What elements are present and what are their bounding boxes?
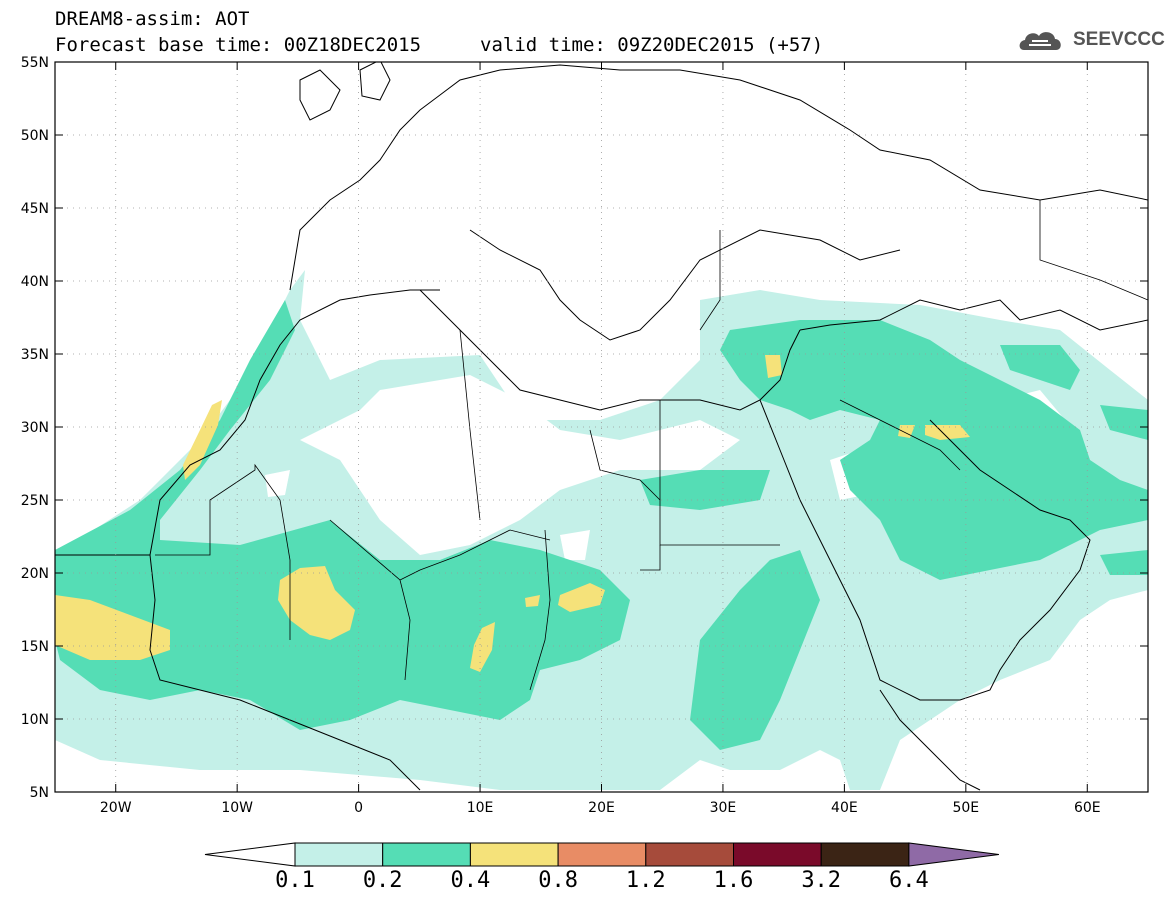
map-title: DREAM8-assim: AOT xyxy=(55,8,250,30)
lon-label: 10E xyxy=(467,800,494,816)
coastlines xyxy=(55,62,1148,791)
lat-label: 20N xyxy=(21,566,49,582)
lon-label: 60E xyxy=(1074,800,1101,816)
lon-label: 20E xyxy=(588,800,615,816)
axis-ticks xyxy=(55,61,1148,793)
lon-label: 30E xyxy=(710,800,737,816)
grid-lines xyxy=(55,62,1148,792)
longitude-labels: 20W 10W 0 10E 20E 30E 40E 50E 60E xyxy=(100,800,1101,816)
colorbar-low-triangle xyxy=(204,842,296,867)
colorbar-label: 6.4 xyxy=(889,868,929,893)
colorbar-box xyxy=(382,842,471,867)
aot-field xyxy=(55,270,1148,790)
colorbar-label: 0.2 xyxy=(362,868,403,893)
colorbar-high-triangle xyxy=(908,842,999,867)
latitude-labels: 55N 50N 45N 40N 35N 30N 25N 20N 15N 10N 5N xyxy=(21,55,49,801)
lon-label: 50E xyxy=(952,800,979,816)
colorbar-label: 3.2 xyxy=(801,868,842,893)
colorbar-box xyxy=(820,842,910,867)
colorbar-label: 0.4 xyxy=(450,868,491,893)
cloud-logo-icon xyxy=(1019,32,1061,50)
lat-label: 50N xyxy=(21,128,49,144)
lat-label: 30N xyxy=(21,420,49,436)
country-borders xyxy=(155,200,1148,691)
colorbar-label: 1.6 xyxy=(713,868,754,893)
colorbar-box xyxy=(733,842,822,867)
valid-time: valid time: 09Z20DEC2015 (+57) xyxy=(480,34,824,56)
colorbar-label: 0.1 xyxy=(275,868,315,893)
colorbar-label: 1.2 xyxy=(625,868,666,893)
colorbar-box xyxy=(645,842,734,867)
lat-label: 55N xyxy=(21,55,49,71)
forecast-base-time: Forecast base time: 00Z18DEC2015 xyxy=(55,34,422,56)
lat-label: 10N xyxy=(21,712,49,728)
lon-label: 40E xyxy=(831,800,858,816)
logo-text: SEEVCCC xyxy=(1073,29,1165,50)
lat-label: 40N xyxy=(21,274,49,290)
colorbar-box xyxy=(557,842,647,867)
lon-label: 0 xyxy=(354,800,363,816)
lat-label: 35N xyxy=(21,347,49,363)
colorbar-label: 0.8 xyxy=(538,868,578,893)
lon-label: 10W xyxy=(221,800,253,816)
colorbar-box xyxy=(469,842,559,867)
lat-label: 25N xyxy=(21,493,49,509)
lat-label: 15N xyxy=(21,639,49,655)
colorbar-box xyxy=(294,842,384,867)
lat-label: 45N xyxy=(21,201,49,217)
colorbar xyxy=(204,842,999,867)
lon-label: 20W xyxy=(100,800,132,816)
lat-label: 5N xyxy=(30,785,49,801)
